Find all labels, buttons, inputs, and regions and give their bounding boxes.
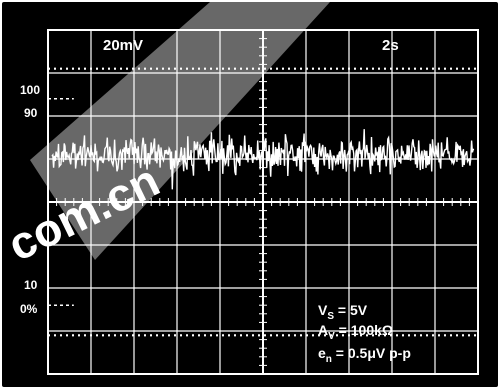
av-value: = 100kΩ	[335, 322, 393, 338]
marker-0-percent: 0%	[20, 302, 38, 316]
av-label: A	[318, 322, 328, 338]
marker-90: 90	[24, 106, 38, 120]
marker-10: 10	[24, 278, 38, 292]
en-value: = 0.5μV p-p	[332, 345, 411, 361]
vs-value: = 5V	[334, 302, 368, 318]
vertical-scale-label: 20mV	[103, 37, 143, 54]
horizontal-scale-label: 2s	[382, 37, 399, 54]
en-label: e	[318, 345, 326, 361]
marker-100: 100	[20, 83, 40, 97]
